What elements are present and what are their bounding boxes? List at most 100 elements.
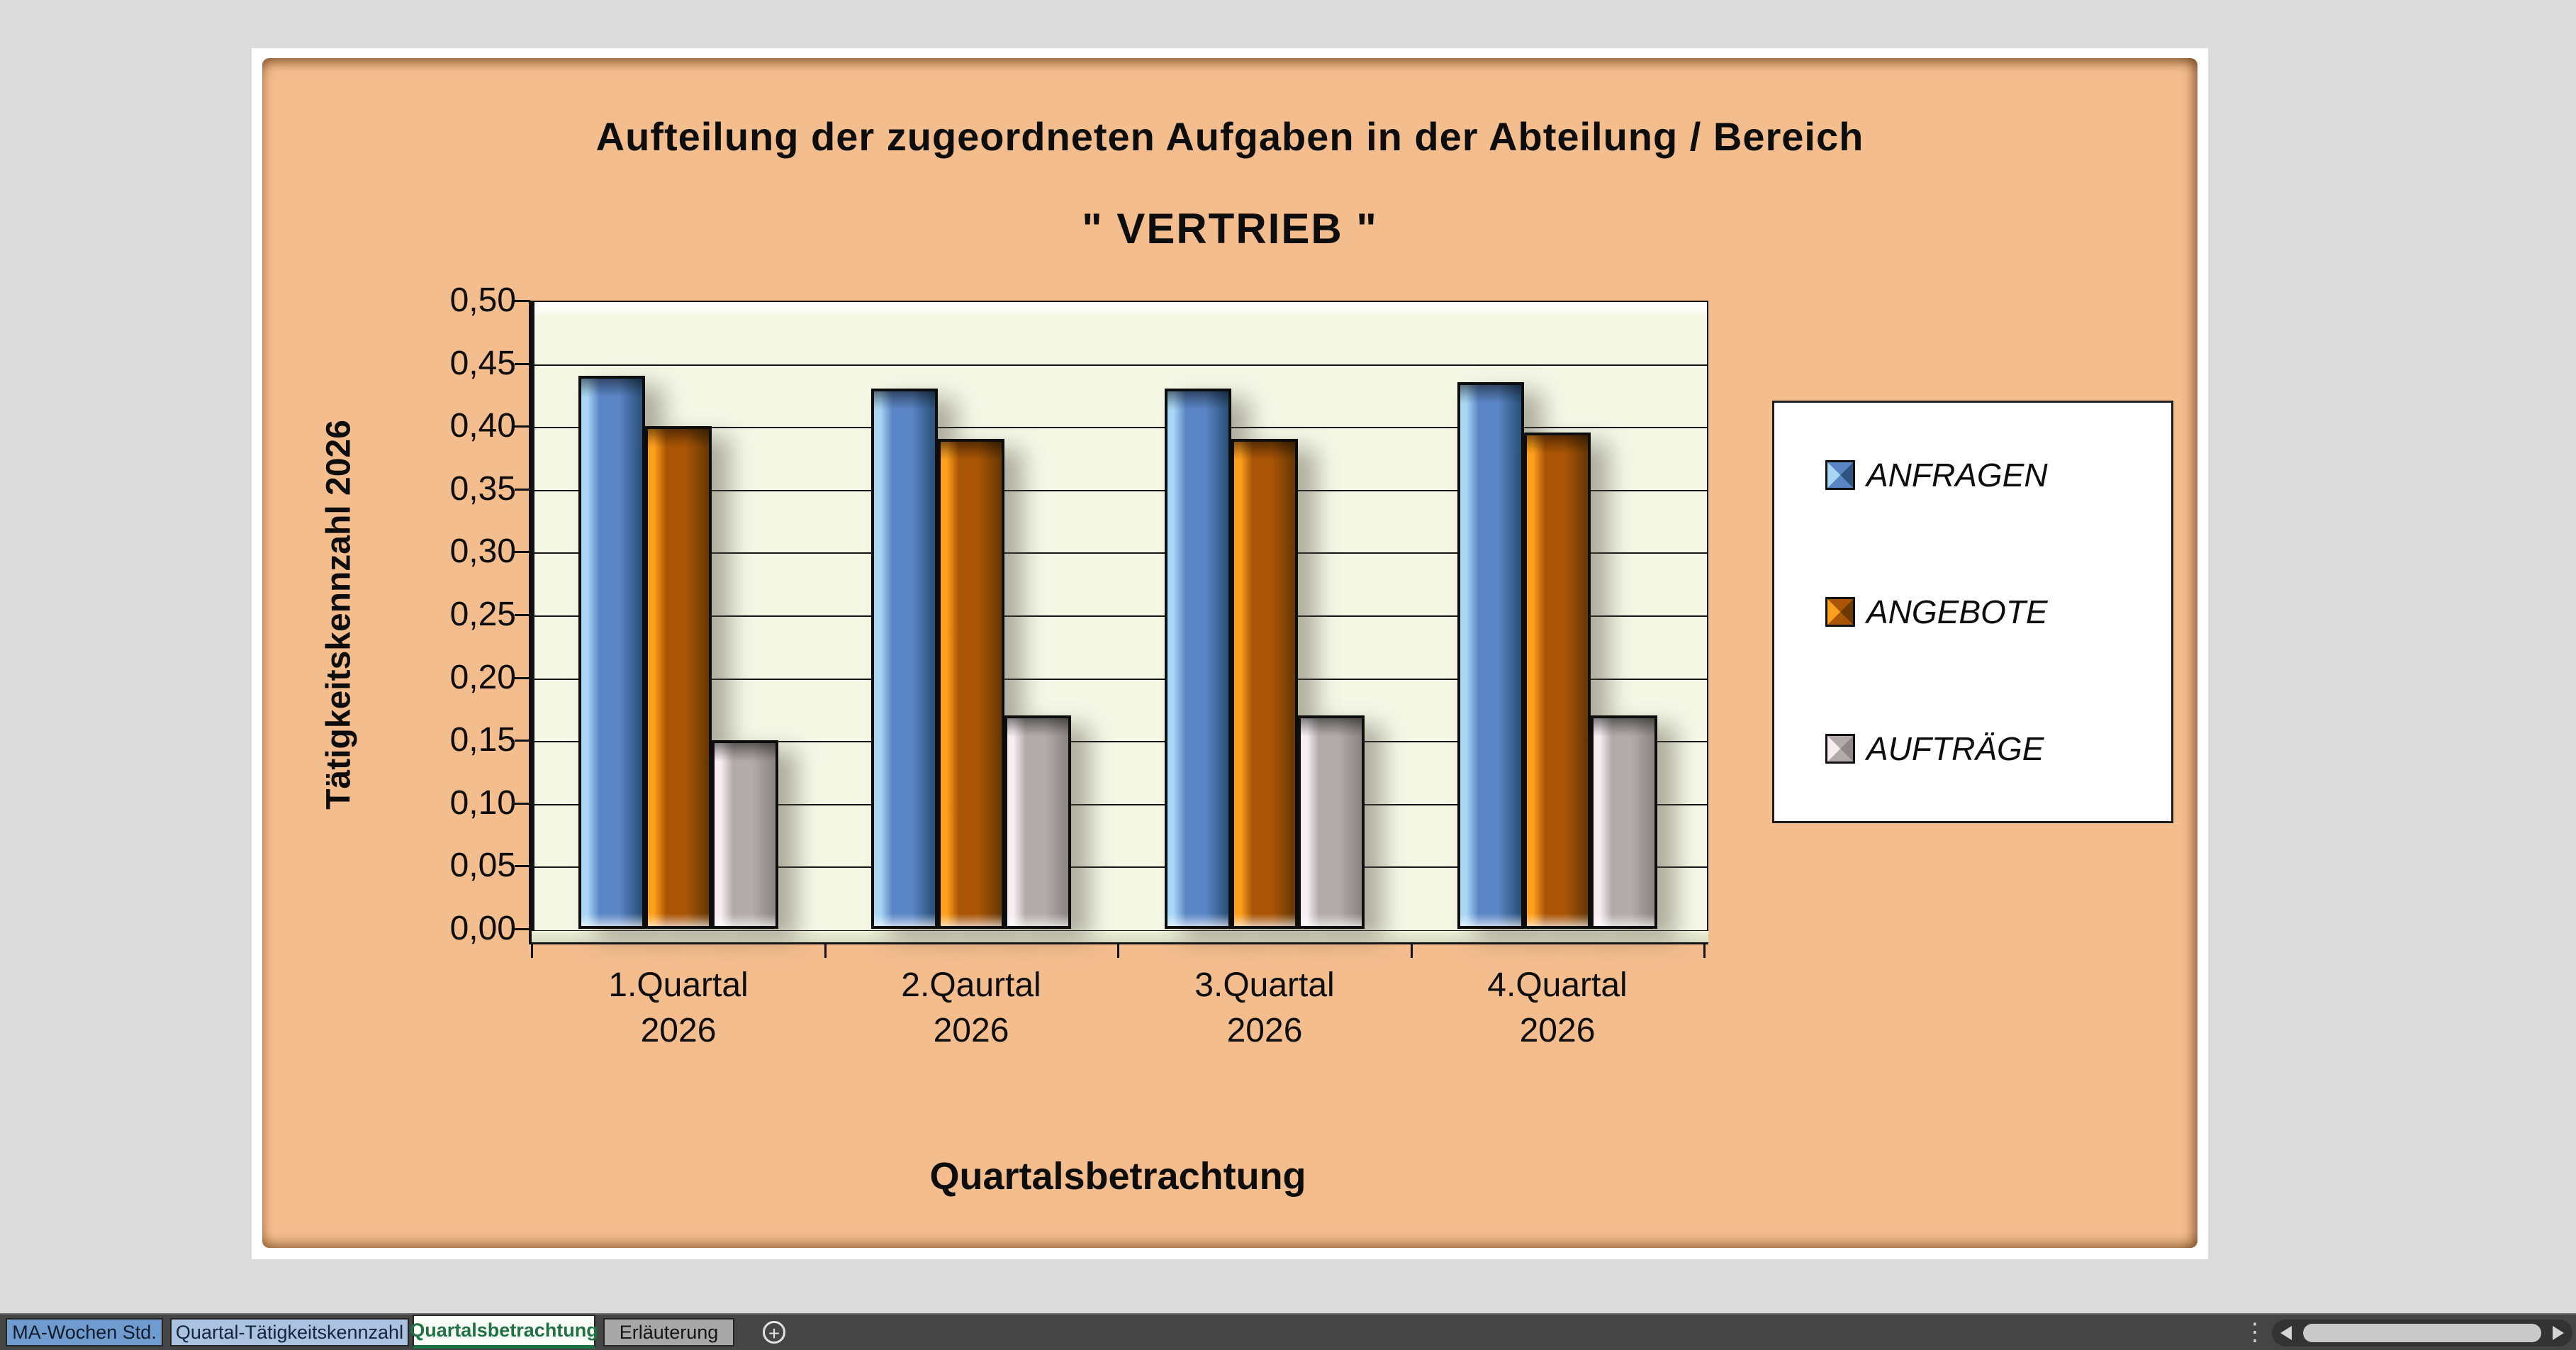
x-category-label: 4.Quartal 2026 <box>1487 966 1628 1049</box>
y-axis-tick <box>515 300 530 302</box>
y-axis-tick <box>515 551 530 553</box>
bar-top-bevel <box>874 391 935 410</box>
y-tick-label: 0,05 <box>449 847 516 884</box>
sheet-tab-quartal-t-tigkeitskennzahl[interactable]: Quartal-Tätigkeitskennzahl <box>170 1318 409 1346</box>
legend-marker-icon <box>1825 734 1855 764</box>
y-axis-tick <box>515 363 530 365</box>
bar-top-bevel <box>648 429 709 447</box>
sheet-tab-ma-wochen-std-[interactable]: MA-Wochen Std. <box>6 1318 163 1346</box>
bar-top-bevel <box>1234 442 1295 460</box>
scroll-thumb[interactable] <box>2303 1324 2541 1342</box>
plus-icon: + <box>768 1322 780 1344</box>
x-category-label: 3.Quartal 2026 <box>1194 966 1335 1049</box>
legend-item: AUFTRÄGE <box>1825 726 2044 771</box>
bar-top-bevel <box>1594 718 1654 737</box>
bar <box>1231 439 1298 929</box>
bar <box>1165 389 1231 929</box>
bar <box>1524 433 1591 929</box>
gridline <box>534 615 1707 617</box>
gridline <box>534 364 1707 366</box>
bar <box>578 376 645 929</box>
bar-bottom-bevel <box>1007 913 1068 926</box>
bar-bottom-bevel <box>1301 913 1362 926</box>
y-tick-label: 0,00 <box>449 910 516 947</box>
x-axis-tick <box>1411 942 1413 958</box>
x-axis-title: Quartalsbetrachtung <box>929 1155 1306 1198</box>
gridline <box>534 804 1707 805</box>
legend-item: ANFRAGEN <box>1825 452 2048 498</box>
bar-top-bevel <box>581 379 642 397</box>
y-axis-title: Tätigkeitskennzahl 2026 <box>320 420 358 810</box>
bar-top-bevel <box>715 743 775 762</box>
bar-bottom-bevel <box>1460 913 1521 926</box>
gridline <box>534 490 1707 491</box>
gridline <box>534 741 1707 742</box>
horizontal-scrollbar[interactable] <box>2272 1320 2572 1346</box>
bar-bottom-bevel <box>1527 913 1588 926</box>
bar <box>1591 715 1657 929</box>
x-axis-tick <box>531 942 533 958</box>
bar-bottom-bevel <box>941 913 1002 926</box>
y-tick-label: 0,40 <box>449 407 516 445</box>
bar <box>1298 715 1365 929</box>
bar <box>712 740 778 929</box>
y-axis-tick <box>515 865 530 867</box>
scroll-right-icon[interactable] <box>2553 1326 2564 1340</box>
scroll-left-icon[interactable] <box>2280 1326 2292 1340</box>
x-axis-tick <box>824 942 827 958</box>
y-tick-label: 0,30 <box>449 532 516 570</box>
y-tick-label: 0,50 <box>449 281 516 319</box>
bar-bottom-bevel <box>1234 913 1295 926</box>
bar-bottom-bevel <box>648 913 709 926</box>
bar <box>1004 715 1071 929</box>
y-tick-label: 0,45 <box>449 345 516 382</box>
bar-top-bevel <box>1301 718 1362 737</box>
bar-bottom-bevel <box>581 913 642 926</box>
bar-bottom-bevel <box>1594 913 1654 926</box>
gridline <box>534 552 1707 554</box>
y-tick-label: 0,35 <box>449 470 516 508</box>
bar-bottom-bevel <box>715 913 775 926</box>
bar-top-bevel <box>1527 435 1588 454</box>
y-axis-tick <box>515 677 530 679</box>
legend-label: AUFTRÄGE <box>1866 730 2044 767</box>
bar-top-bevel <box>1007 718 1068 737</box>
bar-bottom-bevel <box>1167 913 1228 926</box>
y-tick-label: 0,25 <box>449 596 516 633</box>
sheet-tab-quartalsbetrachtung[interactable]: Quartalsbetrachtung <box>410 1315 598 1349</box>
y-axis-tick <box>515 803 530 805</box>
bar <box>1457 382 1524 929</box>
gridline <box>534 679 1707 680</box>
plot-floor <box>532 931 1708 944</box>
sheet-tab-erl-uterung[interactable]: Erläuterung <box>603 1318 734 1346</box>
y-axis-tick <box>515 740 530 742</box>
y-axis-tick <box>515 928 530 930</box>
legend-marker-icon <box>1825 597 1855 627</box>
y-axis-tick <box>515 425 530 428</box>
x-axis-tick <box>1703 942 1706 958</box>
x-category-label: 1.Quartal 2026 <box>608 966 749 1049</box>
x-axis-tick <box>1117 942 1119 958</box>
y-axis-tick <box>515 614 530 616</box>
chart-subtitle: " VERTRIEB " <box>1082 205 1378 252</box>
plot-back-wall-highlight <box>534 302 1707 316</box>
y-tick-label: 0,10 <box>449 784 516 822</box>
y-tick-label: 0,20 <box>449 659 516 696</box>
bar-top-bevel <box>941 442 1002 460</box>
legend-label: ANFRAGEN <box>1866 457 2048 493</box>
bar <box>871 389 938 929</box>
legend-label: ANGEBOTE <box>1866 593 2048 630</box>
gridline <box>534 866 1707 868</box>
bar-top-bevel <box>1460 385 1521 403</box>
y-axis-tick <box>515 489 530 491</box>
x-category-label: 2.Qaurtal 2026 <box>901 966 1041 1049</box>
gridline <box>534 427 1707 428</box>
bar <box>938 439 1004 929</box>
y-axis-line <box>529 301 532 944</box>
add-sheet-button[interactable]: + <box>763 1321 785 1344</box>
bar-top-bevel <box>1167 391 1228 410</box>
chart-legend: ANFRAGEN ANGEBOTE AUFTRÄGE <box>1772 401 2173 823</box>
bar-bottom-bevel <box>874 913 935 926</box>
overflow-dots-icon[interactable]: ⋮ <box>2243 1319 2267 1346</box>
